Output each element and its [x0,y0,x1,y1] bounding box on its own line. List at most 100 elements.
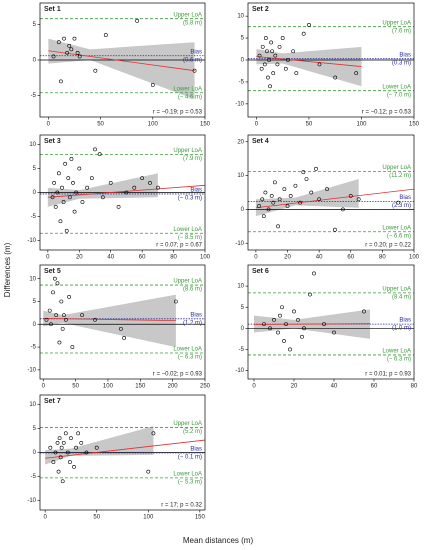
data-point [317,197,322,202]
data-point [150,83,155,87]
panel-title: Set 5 [44,268,61,275]
data-point [54,313,59,318]
y-tick-label: -5 [239,80,245,86]
x-tick-label: 50 [72,384,79,390]
reference-value: (8.4 m) [392,294,411,300]
data-point [294,71,299,76]
data-point [332,330,336,335]
x-tick-label: 100 [200,255,211,261]
data-point [146,469,151,474]
data-point [53,204,58,209]
data-point [72,209,77,214]
data-point [56,40,61,45]
data-point [85,185,90,190]
data-point [312,271,316,276]
confidence-band [255,178,359,217]
confidence-band [43,294,176,348]
regression-line [48,50,195,72]
y-tick-label: 10 [29,276,36,282]
annotation: r = 17; p = 0.32 [161,503,202,509]
x-tick-label: 50 [93,515,100,521]
panel-title: Set 1 [44,6,61,13]
data-point [49,322,53,327]
data-point [57,436,62,441]
reference-name: Lower LoA [173,471,202,477]
reference-name: Upper LoA [173,421,202,427]
y-tick-label: -5 [31,345,37,351]
data-point [325,187,329,192]
data-point [282,187,287,192]
data-point [340,207,345,212]
x-tick-label: 60 [371,384,378,390]
data-point [93,147,97,152]
reference-value: (7.9 m) [183,156,202,162]
data-point [266,207,271,212]
x-tick-label: 150 [409,122,420,128]
data-point [52,181,57,185]
regression-line [255,188,414,209]
regression-line [256,56,362,67]
data-point [89,176,94,181]
y-tick-label: 10 [237,173,244,179]
data-point [282,339,286,343]
reference-value: (0.6 m) [183,57,202,63]
panel-title: Set 3 [44,138,61,145]
reference-name: Lower LoA [382,84,411,90]
data-point [155,185,160,190]
data-point [93,68,98,73]
panel-title: Set 2 [252,6,269,13]
data-point [64,228,69,233]
plot-frame [247,264,415,380]
data-point [354,71,359,76]
data-point [58,455,63,460]
y-tick-label: -5 [239,347,245,353]
reference-value: (− 6.3 m) [387,357,411,363]
reference-name: Bias [190,447,202,453]
data-point [288,347,292,352]
confidence-band [48,38,195,100]
data-point [67,43,72,48]
data-point [302,326,306,331]
data-point [286,58,290,62]
data-point [74,445,78,450]
reference-value: (5.2 m) [183,429,202,435]
data-point [288,193,293,198]
reference-name: Upper LoA [382,165,411,171]
data-point [61,200,66,204]
plot-frame [247,134,415,251]
data-point [132,185,137,190]
data-point [268,326,272,331]
data-point [309,190,314,195]
data-point [263,190,268,195]
y-tick-label: -10 [235,368,244,374]
data-point [362,309,366,314]
data-point [63,161,68,166]
panel: Upper LoA (8.4 m) Bias (1.0 m) Lower LoA (− 6… [235,264,418,390]
reference-name: Bias [399,318,411,324]
data-point [272,180,277,185]
reference-value: (2.3 m) [392,203,411,209]
data-point [51,54,56,59]
reference-name: Lower LoA [173,347,202,353]
data-point [257,53,262,58]
data-point [269,40,274,45]
y-tick-label: 0 [33,450,37,456]
reference-name: Bias [190,49,202,55]
data-point [56,171,61,176]
x-tick-label: 250 [200,384,211,390]
y-tick-label: 0 [241,326,245,332]
data-point [74,190,79,195]
reference-value: (− 5.3 m) [178,479,202,485]
data-point [52,276,57,281]
plot-area [248,166,414,233]
plot-area [248,23,414,92]
data-point [273,53,278,58]
data-point [292,309,296,314]
x-tick-label: 0 [46,255,50,261]
reference-name: Bias [190,312,202,318]
panel: Upper LoA (11.2 m) Bias (2.3 m) Lower LoA (− … [235,134,420,261]
data-point [265,49,269,54]
data-point [298,200,303,205]
reference-value: (− 6.3 m) [178,355,202,361]
